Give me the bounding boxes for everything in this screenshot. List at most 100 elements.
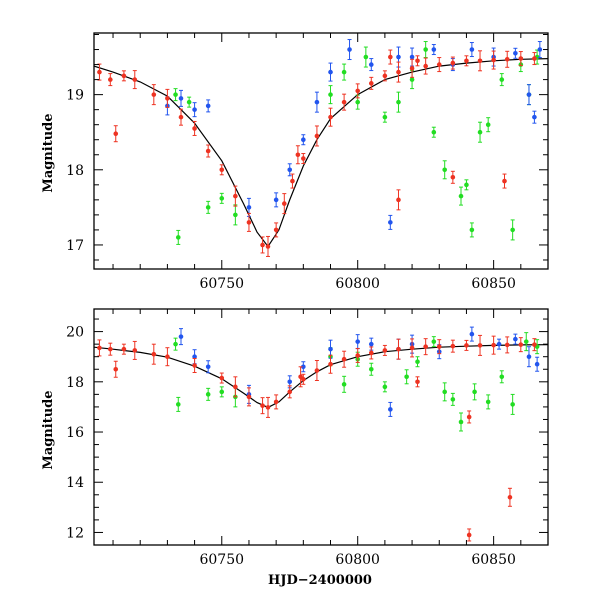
data-point bbox=[450, 56, 456, 70]
data-point bbox=[504, 336, 510, 354]
data-point bbox=[382, 381, 388, 393]
data-series-0 bbox=[173, 332, 540, 432]
data-point bbox=[436, 339, 442, 355]
model-curve bbox=[94, 58, 548, 248]
data-point bbox=[382, 70, 388, 82]
data-point bbox=[415, 376, 420, 388]
data-point bbox=[526, 346, 532, 368]
top-lightcurve-panel: 60750 60800 60850 17 18 19 bbox=[66, 32, 549, 292]
data-point bbox=[355, 83, 361, 99]
data-point bbox=[113, 125, 119, 143]
data-point bbox=[382, 111, 388, 123]
data-point bbox=[205, 200, 211, 214]
data-series-2 bbox=[97, 49, 537, 257]
data-point bbox=[534, 356, 540, 372]
data-point bbox=[499, 370, 505, 384]
data-series-0 bbox=[173, 41, 540, 245]
y-tick-label: 12 bbox=[66, 525, 84, 541]
data-point bbox=[415, 55, 420, 67]
data-point bbox=[328, 354, 333, 374]
data-point bbox=[301, 153, 306, 165]
data-point bbox=[219, 386, 225, 398]
data-point bbox=[178, 89, 184, 107]
data-point bbox=[178, 328, 184, 346]
y-tick-label: 17 bbox=[66, 238, 84, 254]
data-point bbox=[341, 375, 347, 393]
data-point bbox=[355, 347, 361, 363]
data-point bbox=[347, 39, 352, 61]
data-point bbox=[510, 219, 515, 241]
data-point bbox=[485, 394, 491, 410]
data-point bbox=[396, 338, 401, 360]
data-point bbox=[287, 163, 293, 177]
x-tick-label: 60750 bbox=[199, 276, 244, 292]
data-point bbox=[388, 401, 393, 417]
y-tick-label: 18 bbox=[66, 163, 84, 179]
data-point bbox=[382, 344, 388, 356]
data-point bbox=[485, 117, 491, 133]
data-point bbox=[173, 337, 178, 351]
data-point bbox=[464, 339, 469, 351]
data-point bbox=[186, 96, 192, 108]
data-point bbox=[260, 236, 265, 254]
data-point bbox=[314, 125, 320, 147]
data-point bbox=[113, 360, 119, 378]
data-point bbox=[423, 41, 428, 59]
data-point bbox=[165, 347, 170, 367]
y-tick-label: 19 bbox=[66, 88, 84, 104]
data-point bbox=[132, 340, 138, 360]
plot-area bbox=[94, 326, 548, 542]
data-point bbox=[246, 212, 252, 232]
data-point bbox=[458, 412, 464, 432]
data-point bbox=[341, 350, 347, 368]
data-point bbox=[491, 50, 496, 70]
data-point bbox=[450, 170, 456, 184]
data-point bbox=[205, 387, 211, 401]
data-point bbox=[233, 376, 238, 398]
data-point bbox=[469, 222, 475, 238]
data-point bbox=[510, 393, 515, 415]
data-point bbox=[532, 52, 537, 66]
data-point bbox=[205, 144, 211, 158]
data-point bbox=[165, 88, 170, 108]
data-point bbox=[265, 396, 271, 418]
data-point bbox=[205, 99, 211, 113]
data-point bbox=[132, 70, 138, 90]
x-tick-label: 60850 bbox=[471, 276, 516, 292]
data-point bbox=[341, 93, 347, 111]
data-point bbox=[260, 397, 265, 415]
data-point bbox=[477, 121, 483, 143]
data-series-1 bbox=[178, 326, 540, 417]
y-tick-label: 20 bbox=[66, 325, 84, 341]
data-point bbox=[121, 70, 127, 82]
data-point bbox=[192, 357, 197, 373]
data-point bbox=[301, 134, 306, 146]
x-tick-label: 60800 bbox=[335, 276, 380, 292]
data-point bbox=[298, 366, 303, 388]
data-point bbox=[192, 120, 197, 136]
top-y-axis-label: Magnitude bbox=[41, 113, 56, 192]
data-point bbox=[281, 193, 287, 215]
data-point bbox=[175, 396, 181, 412]
data-point bbox=[396, 61, 401, 83]
data-point bbox=[295, 145, 301, 165]
plot-frame bbox=[93, 308, 549, 546]
data-point bbox=[472, 383, 477, 401]
x-axis-label: HJD−2400000 bbox=[268, 573, 372, 588]
data-point bbox=[388, 214, 393, 230]
data-point bbox=[265, 235, 271, 257]
data-point bbox=[518, 337, 524, 353]
data-point bbox=[518, 51, 524, 67]
x-tick-label: 60850 bbox=[471, 552, 516, 568]
data-point bbox=[532, 110, 537, 124]
data-point bbox=[442, 160, 447, 180]
data-point bbox=[423, 57, 428, 75]
data-point bbox=[219, 164, 225, 176]
data-point bbox=[363, 46, 369, 68]
data-point bbox=[175, 229, 181, 245]
data-point bbox=[290, 173, 295, 189]
data-point bbox=[523, 332, 529, 352]
data-point bbox=[409, 338, 415, 358]
data-point bbox=[423, 338, 428, 356]
